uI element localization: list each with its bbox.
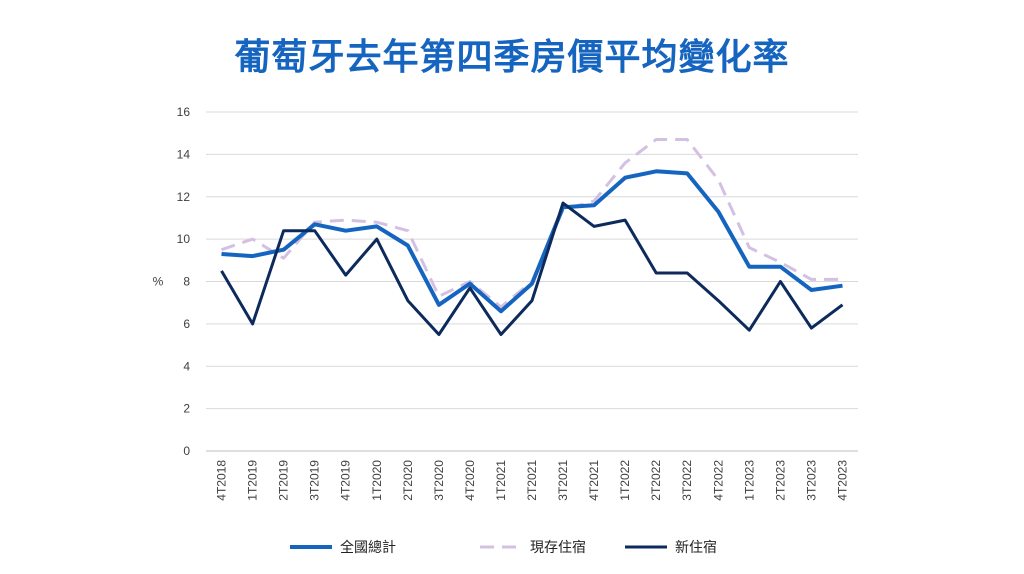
series-line-2 xyxy=(220,201,844,336)
y-tick-label: 8 xyxy=(183,275,190,289)
y-tick-label: 12 xyxy=(177,190,191,204)
legend-label-1: 現存住宿 xyxy=(530,539,586,555)
x-tick-label: 2T2021 xyxy=(525,460,539,501)
y-tick-label: 16 xyxy=(177,105,191,119)
x-tick-label: 1T2022 xyxy=(618,460,632,501)
x-tick-label: 3T2022 xyxy=(680,460,694,501)
x-tick-label: 1T2023 xyxy=(742,460,756,501)
x-tick-label: 4T2019 xyxy=(339,460,353,501)
x-tick-label: 4T2022 xyxy=(711,460,725,501)
legend: 全國總計 現存住宿 新住宿 xyxy=(290,539,717,555)
x-tick-label: 2T2019 xyxy=(277,460,291,501)
x-tick-label: 3T2021 xyxy=(556,460,570,501)
x-tick-label: 3T2023 xyxy=(804,460,818,501)
legend-label-2: 新住宿 xyxy=(675,539,717,555)
series-line-0 xyxy=(221,169,843,314)
chart-title: 葡萄牙去年第四季房價平均變化率 xyxy=(234,37,790,78)
x-tick-label: 1T2019 xyxy=(246,460,260,501)
y-axis-label: % xyxy=(153,275,164,289)
y-tick-label: 10 xyxy=(177,232,191,246)
series-lines xyxy=(220,138,844,336)
x-tick-label: 3T2019 xyxy=(308,460,322,501)
x-tick-label: 2T2020 xyxy=(401,460,415,501)
grid-lines xyxy=(206,111,858,452)
x-tick-label: 4T2020 xyxy=(463,460,477,501)
x-tick-label: 2T2023 xyxy=(773,460,787,501)
x-tick-label: 4T2023 xyxy=(835,460,849,501)
x-tick-label: 4T2018 xyxy=(215,460,229,501)
x-tick-label: 3T2020 xyxy=(432,460,446,501)
y-tick-label: 0 xyxy=(183,444,190,458)
x-tick-label: 2T2022 xyxy=(649,460,663,501)
x-tick-label: 1T2020 xyxy=(370,460,384,501)
y-axis: 0 2 4 6 8 10 12 14 16% xyxy=(153,105,191,458)
y-tick-label: 2 xyxy=(183,402,190,416)
x-tick-label: 4T2021 xyxy=(587,460,601,501)
y-tick-label: 4 xyxy=(183,359,190,373)
y-tick-label: 14 xyxy=(177,147,191,161)
x-tick-label: 1T2021 xyxy=(494,460,508,501)
x-axis: 4T2018 1T2019 2T2019 3T2019 4T2019 1T2020 2T20… xyxy=(215,460,850,501)
y-tick-label: 6 xyxy=(183,317,190,331)
legend-label-0: 全國總計 xyxy=(340,539,396,555)
